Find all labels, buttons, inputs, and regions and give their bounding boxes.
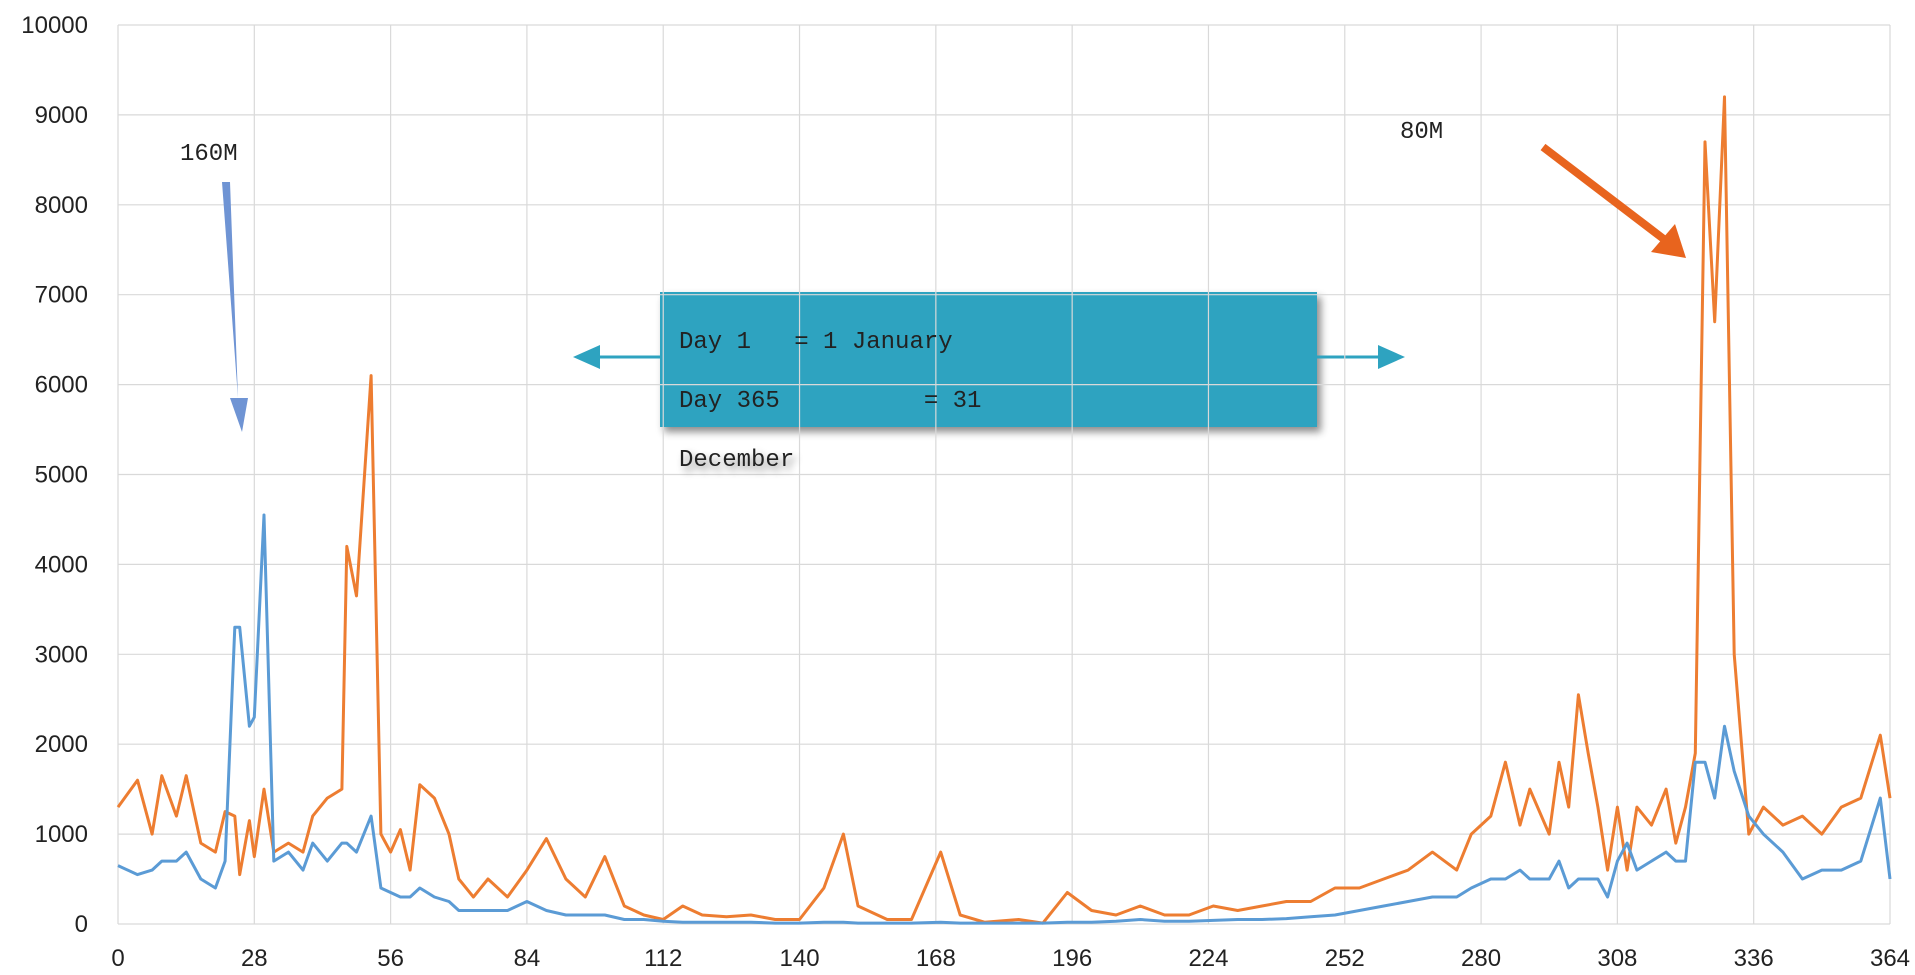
x-tick-label: 280 — [1461, 945, 1501, 972]
x-tick-label: 28 — [241, 945, 268, 972]
x-tick-label: 56 — [377, 945, 404, 972]
y-tick-label: 5000 — [35, 462, 88, 489]
annotation: 80M — [1400, 119, 1443, 146]
annotation: December — [679, 447, 794, 474]
x-tick-label: 308 — [1597, 945, 1637, 972]
series-line — [116, 95, 1892, 925]
annotation: Day 365 = 31 — [679, 388, 981, 415]
y-tick-label: 8000 — [35, 192, 88, 219]
note-box — [660, 292, 1317, 427]
annotation: 160M — [180, 141, 238, 168]
x-tick-label: 168 — [916, 945, 956, 972]
annotations: 160M 80M Day 1 = 1 January Day 365 = 31 Dece… — [180, 119, 1443, 474]
x-tick-label: 224 — [1188, 945, 1228, 972]
x-tick-label: 336 — [1734, 945, 1774, 972]
y-tick-label: 1000 — [35, 821, 88, 848]
plot: 0 1000 2000 3000 4000 5000 6000 7000 8000 9000 100… — [21, 12, 1910, 972]
annotation: Day 1 = 1 January — [679, 329, 953, 356]
y-tick-label: 0 — [75, 911, 88, 938]
y-tick-label: 9000 — [35, 102, 88, 129]
y-tick-label: 7000 — [35, 282, 88, 309]
arrow-head — [1651, 224, 1686, 258]
y-tick-label: 6000 — [35, 372, 88, 399]
y-tick-label: 3000 — [35, 641, 88, 668]
arrow — [222, 182, 248, 432]
x-tick-label: 84 — [514, 945, 541, 972]
x-tick-label: 364 — [1870, 945, 1910, 972]
x-tick-label: 140 — [780, 945, 820, 972]
x-tick-label: 252 — [1325, 945, 1365, 972]
y-tick-label: 10000 — [21, 12, 88, 39]
arrow — [1540, 143, 1668, 244]
y-tick-label: 4000 — [35, 551, 88, 578]
x-tick-label: 196 — [1052, 945, 1092, 972]
y-tick-label: 2000 — [35, 731, 88, 758]
series-line — [117, 513, 1892, 925]
x-tick-label: 0 — [111, 945, 124, 972]
x-tick-label: 112 — [644, 945, 682, 972]
